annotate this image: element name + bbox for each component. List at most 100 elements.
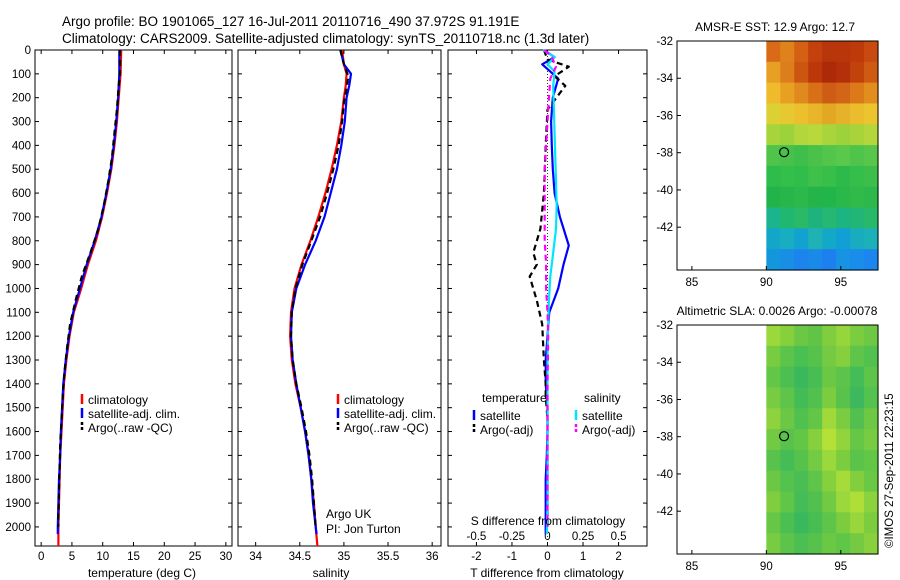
sst_map-cell (836, 41, 851, 63)
depth-tick-label: 200 (12, 93, 31, 105)
sst_map-cell (794, 228, 809, 250)
sst_map-cell (780, 124, 795, 146)
sla_map-cell (864, 429, 879, 451)
sla_map-cell (766, 429, 781, 451)
sst_map-cell (780, 82, 795, 105)
sla_map-cell (794, 512, 809, 534)
sla_map-cell (794, 429, 809, 451)
temperature-xtick-label: 30 (219, 551, 232, 563)
sst_map-cell (794, 207, 809, 229)
sla_map-cell (780, 345, 795, 368)
sla_map-cell (864, 366, 879, 389)
sst_map-cell (766, 82, 781, 105)
sst_map-cell (766, 186, 781, 209)
sst_map-cell (766, 165, 781, 188)
depth-axis: 0 100 200 300 400 500 600 700 800 900 1000 1100 1200… (5, 45, 31, 534)
sla_map-cell (850, 449, 865, 472)
sla_map-cell (780, 449, 795, 472)
depth-tick-label: 1700 (5, 450, 31, 462)
sst_map-cell (822, 61, 837, 84)
sst_map-ytick-label: -32 (656, 36, 673, 48)
sla_map-cell (808, 366, 823, 389)
depth-tick-label: 900 (12, 260, 31, 272)
sst_map-cell (822, 82, 837, 105)
temperature-axes-frame (34, 49, 233, 547)
difference-top-axis-label: S difference from climatology (471, 514, 626, 528)
sst_map-cell (780, 165, 795, 188)
sst_map-cell (850, 228, 865, 250)
sla_map-cell (850, 387, 865, 409)
difference-legend-label: satellite (582, 409, 623, 423)
sst_map-cell (850, 186, 865, 209)
sla_map-cell (850, 470, 865, 493)
sla_map-xtick-label: 95 (834, 561, 847, 573)
sst_map-cell (766, 228, 781, 250)
sst_map-ytick-label: -36 (656, 110, 673, 122)
temperature-xlabel: temperature (deg C) (88, 566, 196, 580)
sla_map-ytick-label: -32 (656, 320, 673, 332)
depth-tick-label: 2000 (5, 522, 31, 534)
salinity-legend-label: Argo(..raw -QC) (344, 421, 429, 435)
temperature-xtick-label: 15 (127, 551, 140, 563)
temperature-series-argo-raw-qc- (57, 50, 122, 527)
sla_map-cell (780, 533, 795, 555)
salinity-xtick-label: 34.5 (289, 551, 311, 563)
sla_map-cell (822, 449, 837, 472)
sla_map-cell (794, 325, 809, 347)
sst_map-cell (836, 165, 851, 188)
sst_map-cell (822, 41, 837, 63)
depth-tick-label: 1800 (5, 474, 31, 486)
sla_map-cell (766, 345, 781, 368)
sst_map-cell (850, 249, 865, 271)
sst_map-cell (794, 165, 809, 188)
sst_map-cell (780, 249, 795, 271)
sla_map-frame (676, 324, 879, 555)
sst_map-cell (808, 228, 823, 250)
sla_map-cell (850, 512, 865, 534)
difference-legend-label: Argo(-adj) (480, 423, 533, 437)
sst_map-cell (822, 103, 837, 125)
sst-map-title: AMSR-E SST: 12.9 Argo: 12.7 (695, 20, 855, 34)
sst_map-cell (766, 61, 781, 84)
salinity-legend-label: satellite-adj. clim. (344, 407, 436, 421)
sla_map-cell (864, 345, 879, 368)
sla_map-cell (780, 325, 795, 347)
sst_map-cell (850, 41, 865, 63)
sst_map-cell (864, 103, 879, 125)
depth-tick-label: 1200 (5, 331, 31, 343)
salinity-legend-label: climatology (344, 393, 404, 407)
difference-s-tick-label: -0.5 (467, 531, 487, 543)
sla_map-ytick-label: -34 (656, 357, 673, 369)
difference-s-tick-label: -0.25 (499, 531, 525, 543)
sst_map-cell (794, 124, 809, 146)
sla_map-cell (766, 387, 781, 409)
sst_map-cell (766, 207, 781, 229)
sla_map-cell (850, 533, 865, 555)
temperature-legend-label: climatology (88, 393, 148, 407)
sla_map-cell (836, 491, 851, 513)
sla_map-cell (822, 533, 837, 555)
difference-s-tick-label: 0.25 (572, 531, 594, 543)
imos-timestamp: ©IMOS 27-Sep-2011 22:23:15 (884, 393, 896, 548)
sst_map-cell (766, 145, 781, 167)
sla_map-cell (808, 325, 823, 347)
sla_map-cell (794, 470, 809, 493)
depth-tick-label: 300 (12, 117, 31, 129)
sla_map-cell (766, 533, 781, 555)
sst_map-cell (766, 103, 781, 125)
sst_map-cell (808, 207, 823, 229)
sla_map-cell (864, 408, 879, 430)
salinity-xtick-label: 35 (338, 551, 351, 563)
difference-legend-label: satellite (480, 409, 521, 423)
depth-tick-label: 1000 (5, 283, 31, 295)
sla_map-cell (766, 366, 781, 389)
sla_map-cell (836, 387, 851, 409)
depth-tick-label: 100 (12, 69, 31, 81)
sst_map-ytick-label: -38 (656, 148, 673, 160)
sla_map-cell (808, 387, 823, 409)
sla_map-cell (794, 387, 809, 409)
depth-tick-label: 400 (12, 140, 31, 152)
sst_map-ytick-label: -40 (656, 185, 673, 197)
sst_map-cell (864, 145, 879, 167)
